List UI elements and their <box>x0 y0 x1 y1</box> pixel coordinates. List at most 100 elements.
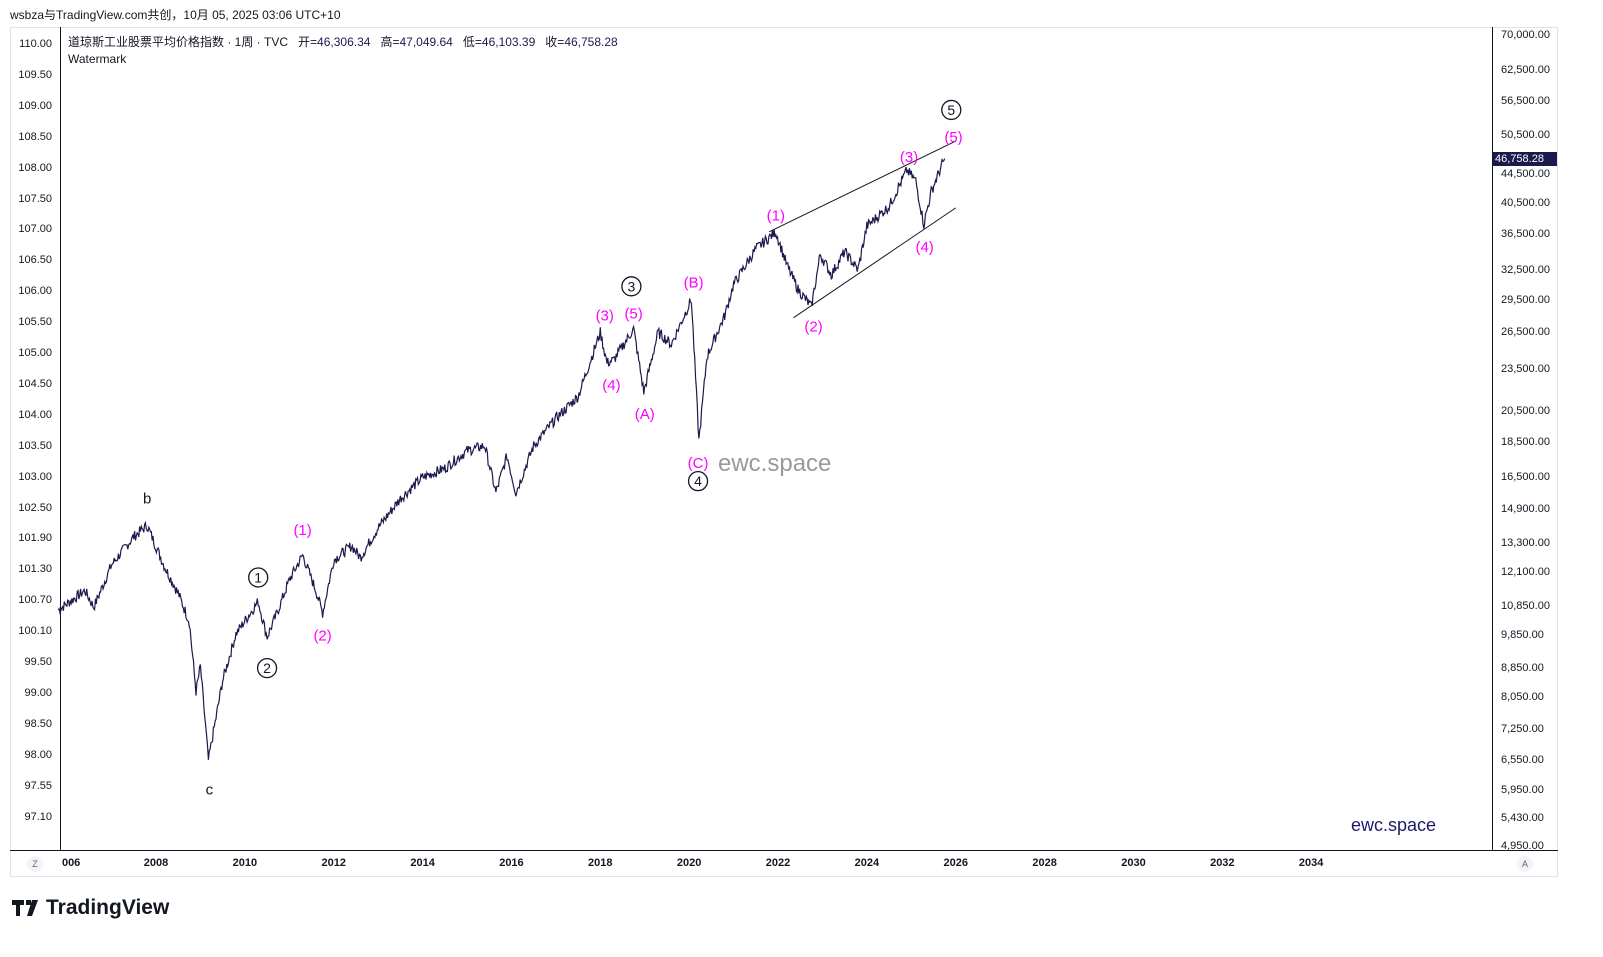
wave-label[interactable]: b <box>143 491 151 508</box>
wave-label-circle <box>248 567 269 588</box>
time-axis-label: 2024 <box>854 857 880 869</box>
auto-scale-button[interactable]: A <box>1517 856 1533 872</box>
wave-label[interactable]: 2 <box>263 660 271 676</box>
center-watermark: ewc.space <box>718 450 832 477</box>
left-axis-label: 103.50 <box>18 439 52 452</box>
left-axis-label: 108.50 <box>18 130 52 143</box>
wave-label[interactable]: (5) <box>624 305 642 322</box>
left-axis-label: 101.30 <box>18 563 52 576</box>
time-axis[interactable]: 006 2008 2010 2012 2014 2016 2018 2020 2022 2024 2… <box>10 850 1558 878</box>
wave-label[interactable]: (2) <box>313 627 331 644</box>
wave-label[interactable]: (B) <box>684 274 704 291</box>
right-axis-label: 8,850.00 <box>1501 662 1544 675</box>
left-axis-label: 107.50 <box>18 192 52 205</box>
wave-label[interactable]: (4) <box>602 377 620 394</box>
open-label: 开= <box>298 35 318 49</box>
left-axis-label: 103.00 <box>18 470 52 483</box>
right-axis-label: 32,500.00 <box>1501 263 1550 276</box>
right-price-axis[interactable]: 70,000.00 62,500.00 56,500.00 50,500.00 44,5… <box>1492 27 1559 852</box>
watermark-indicator[interactable]: Watermark <box>68 52 127 66</box>
time-axis-label: 2026 <box>943 857 968 869</box>
wave-label[interactable]: (3) <box>596 308 614 325</box>
wave-label[interactable]: (C) <box>688 455 709 472</box>
attribution-text: wsbza与TradingView.com共创，10月 05, 2025 03:… <box>10 8 341 22</box>
time-axis-label: 2028 <box>1032 857 1057 869</box>
wave-label-circle <box>621 276 642 297</box>
left-axis-label: 98.00 <box>24 748 52 761</box>
right-axis-label: 10,850.00 <box>1501 599 1550 612</box>
right-axis-label: 29,500.00 <box>1501 293 1550 306</box>
low-value: 46,103.39 <box>481 35 536 49</box>
logo-text: TradingView <box>46 896 170 919</box>
close-value: 46,758.28 <box>564 35 618 49</box>
right-axis-label: 36,500.00 <box>1501 228 1550 241</box>
right-axis-label: 70,000.00 <box>1501 29 1550 41</box>
time-axis-label: 2012 <box>321 857 346 869</box>
time-axis-label: 2016 <box>499 857 524 869</box>
right-axis-label: 16,500.00 <box>1501 471 1550 484</box>
wave-label[interactable]: (3) <box>900 149 918 166</box>
left-axis-label: 101.90 <box>18 532 52 545</box>
wave-label[interactable]: (1) <box>293 522 311 539</box>
left-axis-label: 106.50 <box>18 254 52 267</box>
left-axis-label: 109.50 <box>18 68 52 81</box>
wave-label[interactable]: 5 <box>947 102 955 118</box>
left-axis-label: 110.00 <box>19 38 52 50</box>
left-axis-label: 109.00 <box>18 99 52 112</box>
left-axis-label: 104.50 <box>18 377 52 390</box>
price-series-line <box>57 157 946 760</box>
wave-label[interactable]: (4) <box>915 239 933 256</box>
right-axis-label: 5,950.00 <box>1501 783 1544 796</box>
right-axis-label: 6,550.00 <box>1501 754 1544 767</box>
right-axis-label: 4,950.00 <box>1501 840 1544 852</box>
time-axis-label: 2034 <box>1298 857 1324 869</box>
left-axis-label: 97.10 <box>24 810 52 823</box>
time-axis-label: 2008 <box>143 857 169 869</box>
right-axis-label: 14,900.00 <box>1501 502 1550 515</box>
left-axis-label: 107.00 <box>18 223 52 236</box>
time-axis-label: 2020 <box>676 857 702 869</box>
wave-label[interactable]: (A) <box>635 406 655 423</box>
left-axis-label: 105.50 <box>18 316 52 329</box>
right-axis-label: 13,300.00 <box>1501 537 1550 550</box>
time-axis-label: 2018 <box>588 857 613 869</box>
low-label: 低= <box>462 35 482 49</box>
wave-label-circle <box>941 99 962 121</box>
wave-label[interactable]: (5) <box>944 129 962 146</box>
left-axis-label: 99.00 <box>24 686 52 699</box>
time-axis-label: 2010 <box>232 857 258 869</box>
left-axis-label: 105.00 <box>18 347 52 359</box>
tradingview-logo[interactable]: TradingView <box>12 896 169 920</box>
left-axis-label: 99.50 <box>24 656 52 668</box>
right-axis-label: 7,250.00 <box>1501 723 1544 736</box>
left-axis-label: 100.10 <box>18 625 52 638</box>
left-axis-label: 106.00 <box>18 285 52 298</box>
wave-label[interactable]: 3 <box>628 278 636 294</box>
tradingview-logo-icon <box>12 900 38 916</box>
wave-label[interactable]: 4 <box>694 473 702 489</box>
wave-label[interactable]: (1) <box>767 208 785 225</box>
high-value: 47,049.64 <box>399 35 453 49</box>
left-axis-label: 102.50 <box>18 501 52 514</box>
symbol-title[interactable]: 道琼斯工业股票平均价格指数 · 1周 · TVC <box>68 35 289 49</box>
open-value: 46,306.34 <box>317 35 371 49</box>
right-axis-label: 40,500.00 <box>1501 196 1550 209</box>
zoom-toggle-button[interactable]: Z <box>27 856 43 872</box>
trendline[interactable] <box>793 207 957 319</box>
right-axis-label: 5,430.00 <box>1501 811 1544 824</box>
right-axis-label: 56,500.00 <box>1501 94 1550 107</box>
wave-label-circle <box>256 657 278 679</box>
right-axis-label: 9,850.00 <box>1501 629 1544 642</box>
trendline[interactable] <box>768 140 956 233</box>
high-label: 高= <box>380 35 400 49</box>
wave-label[interactable]: 1 <box>254 569 262 585</box>
left-price-axis[interactable]: 110.00 109.50 109.00 108.50 108.00 107.50 107.… <box>10 27 61 850</box>
left-axis-label: 98.50 <box>24 717 52 730</box>
time-axis-label: 2022 <box>765 857 791 869</box>
last-price-badge: 46,758.28 <box>1493 151 1557 166</box>
wave-label[interactable]: c <box>206 782 214 799</box>
time-axis-label: 2032 <box>1210 857 1235 869</box>
corner-watermark: ewc.space <box>1351 815 1437 835</box>
wave-label[interactable]: (2) <box>804 319 822 336</box>
